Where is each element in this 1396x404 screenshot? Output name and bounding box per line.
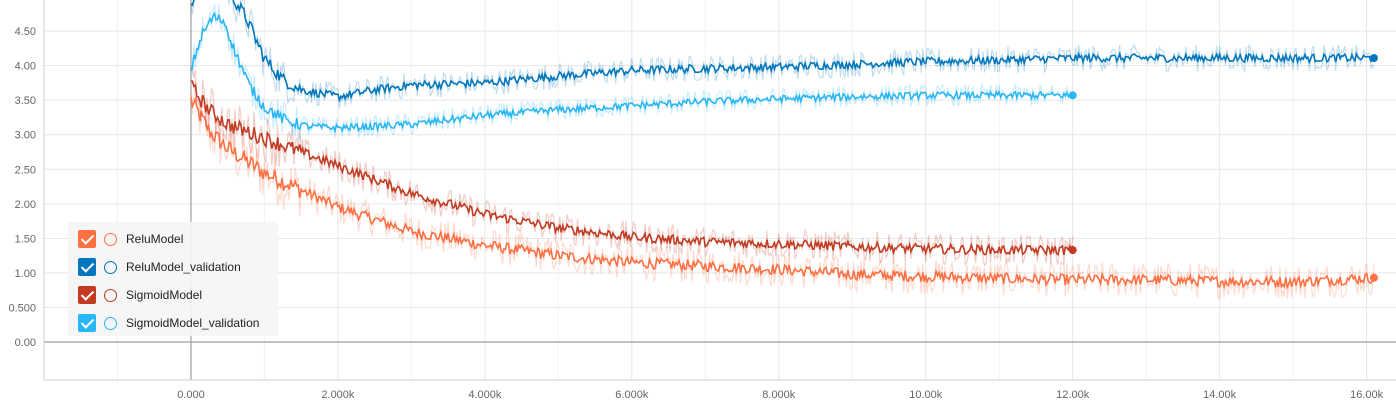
x-tick-label: 16.00k bbox=[1350, 389, 1384, 401]
ring-icon[interactable] bbox=[104, 260, 117, 274]
series-SigmoidModel bbox=[190, 65, 1077, 267]
y-tick-label: 1.50 bbox=[15, 233, 36, 245]
legend-label-relumodel: ReluModel bbox=[126, 232, 184, 246]
legend-item-sigmoidmodel-validation[interactable]: SigmoidModel_validation bbox=[78, 309, 278, 337]
checkbox-sigmoidmodel-validation[interactable] bbox=[78, 314, 96, 332]
legend-label-sigmoidmodel-validation: SigmoidModel_validation bbox=[126, 316, 260, 330]
y-tick-label: 3.50 bbox=[15, 95, 36, 107]
legend-label-sigmoidmodel: SigmoidModel bbox=[126, 288, 203, 302]
series-line bbox=[190, 0, 1375, 103]
x-tick-label: 12.00k bbox=[1056, 389, 1090, 401]
legend-item-relumodel[interactable]: ReluModel bbox=[78, 225, 278, 253]
y-tick-label: 2.00 bbox=[15, 199, 36, 211]
ring-icon[interactable] bbox=[104, 232, 117, 246]
x-tick-label: 0.000 bbox=[177, 389, 205, 401]
series-line bbox=[190, 11, 1073, 134]
series-end-point bbox=[1068, 246, 1077, 255]
x-tick-label: 4.000k bbox=[468, 389, 502, 401]
series-SigmoidModel_validation bbox=[190, 4, 1077, 141]
series-end-point bbox=[1369, 273, 1378, 282]
checkbox-relumodel[interactable] bbox=[78, 230, 96, 248]
legend-item-sigmoidmodel[interactable]: SigmoidModel bbox=[78, 281, 278, 309]
y-tick-label: 4.00 bbox=[15, 61, 36, 73]
x-tick-label: 10.00k bbox=[909, 389, 943, 401]
ring-icon[interactable] bbox=[104, 316, 117, 330]
legend-label-relumodel-validation: ReluModel_validation bbox=[126, 260, 241, 274]
x-tick-label: 2.000k bbox=[321, 389, 355, 401]
y-tick-label: 4.50 bbox=[15, 26, 36, 38]
x-tick-label: 14.00k bbox=[1203, 389, 1237, 401]
series-line bbox=[190, 95, 1375, 291]
checkbox-relumodel-validation[interactable] bbox=[78, 258, 96, 276]
y-tick-label: 3.00 bbox=[15, 130, 36, 142]
series-end-point bbox=[1369, 54, 1378, 63]
x-tick-label: 8.000k bbox=[762, 389, 796, 401]
legend-item-relumodel-validation[interactable]: ReluModel_validation bbox=[78, 253, 278, 281]
legend: ReluModel ReluModel_validation SigmoidMo… bbox=[68, 222, 278, 336]
series-ReluModel bbox=[190, 79, 1378, 300]
y-tick-label: 1.00 bbox=[15, 268, 36, 280]
series-raw-line bbox=[190, 0, 1375, 109]
series-ReluModel_validation bbox=[190, 0, 1378, 109]
series-layer bbox=[190, 0, 1378, 300]
tick-labels: 0.000 2.000k 4.000k 6.000k 8.000k 10.00k 12.00… bbox=[8, 26, 1383, 401]
y-tick-label: 0.00 bbox=[15, 337, 36, 349]
checkbox-sigmoidmodel[interactable] bbox=[78, 286, 96, 304]
y-tick-label: 2.50 bbox=[15, 164, 36, 176]
y-tick-label: 0.500 bbox=[8, 302, 36, 314]
series-line bbox=[190, 80, 1074, 257]
x-tick-label: 6.000k bbox=[615, 389, 649, 401]
ring-icon[interactable] bbox=[104, 288, 117, 302]
series-end-point bbox=[1068, 91, 1077, 100]
series-raw-line bbox=[190, 79, 1375, 300]
